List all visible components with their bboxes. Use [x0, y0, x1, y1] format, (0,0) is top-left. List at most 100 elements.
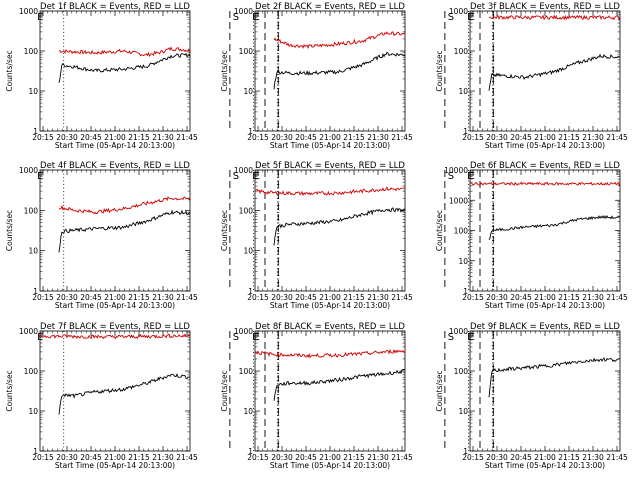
x-tick-label: 21:30: [582, 293, 604, 302]
x-tick-label: 20:15: [462, 293, 484, 302]
y-tick-label: 100: [239, 206, 254, 215]
lld-series-line: [488, 14, 620, 21]
detector-panel-7: Det 7f BLACK = Events, RED = LLD 1 10 100 10…: [5, 322, 279, 470]
event-marker-label: E: [467, 332, 473, 343]
x-tick-label: 21:00: [319, 453, 341, 462]
x-tick-label: 21:15: [128, 453, 150, 462]
axes-frame: [39, 10, 191, 132]
detector-panel-8: Det 8f BLACK = Events, RED = LLD 1 10 100 10…: [220, 322, 494, 470]
y-tick-label: 1: [33, 127, 38, 136]
lld-series-line: [58, 46, 190, 57]
y-tick-label: 1: [248, 447, 253, 456]
y-tick-label: 100: [24, 206, 39, 215]
x-tick-label: 20:30: [486, 133, 508, 142]
event-marker-label: S: [233, 332, 239, 343]
y-tick-label: 1: [463, 287, 468, 296]
event-marker-label: E: [252, 171, 258, 182]
x-tick-label: 21:45: [391, 133, 413, 142]
x-axis-label: Start Time (05-Apr-14 20:13:00): [485, 141, 605, 150]
x-tick-label: 20:15: [32, 453, 54, 462]
detector-panel-9: Det 9f BLACK = Events, RED = LLD 1 10 100 10…: [435, 322, 628, 470]
detector-panel-5: Det 5f BLACK = Events, RED = LLD 1 10 100 10…: [220, 161, 494, 310]
x-tick-label: 20:30: [56, 453, 78, 462]
x-tick-label: 21:30: [582, 133, 604, 142]
x-tick-label: 21:45: [176, 453, 198, 462]
x-tick-label: 21:00: [319, 133, 341, 142]
lld-series-line: [255, 347, 405, 359]
series-layer: [255, 186, 405, 246]
y-axis-label: Counts/sec: [435, 50, 444, 91]
events-series-line: [488, 215, 620, 240]
y-tick-label: 100: [454, 367, 469, 376]
lld-series-line: [255, 186, 405, 197]
x-tick-label: 21:30: [582, 453, 604, 462]
y-axis-label: Counts/sec: [220, 50, 229, 91]
y-tick-label: 10: [458, 257, 468, 266]
events-series-line: [58, 372, 190, 415]
y-tick-label: 1000: [234, 7, 253, 16]
events-series-line: [488, 357, 620, 398]
x-tick-label: 20:45: [80, 453, 102, 462]
x-tick-label: 21:00: [104, 453, 126, 462]
panel-title: Det 2f BLACK = Events, RED = LLD: [255, 2, 405, 12]
detector-panel-2: Det 2f BLACK = Events, RED = LLD 1 10 100 10…: [220, 2, 494, 150]
y-tick-label: 1: [463, 127, 468, 136]
y-tick-label: 1000: [449, 327, 468, 336]
event-marker-label: S: [448, 171, 454, 182]
panel-title: Det 5f BLACK = Events, RED = LLD: [255, 161, 405, 171]
x-axis-label: Start Time (05-Apr-14 20:13:00): [55, 461, 175, 470]
x-tick-label: 21:15: [128, 133, 150, 142]
x-tick-label: 20:30: [271, 293, 293, 302]
x-tick-label: 21:15: [558, 453, 580, 462]
x-axis-label: Start Time (05-Apr-14 20:13:00): [485, 301, 605, 310]
series-layer: [58, 196, 190, 253]
x-tick-label: 20:30: [271, 133, 293, 142]
y-tick-label: 1000: [234, 327, 253, 336]
panel-title: Det 6f BLACK = Events, RED = LLD: [470, 161, 620, 171]
y-axis-label: Counts/sec: [220, 370, 229, 411]
x-tick-label: 21:15: [343, 293, 365, 302]
event-marker-label: E: [37, 12, 43, 23]
x-tick-label: 21:00: [534, 293, 556, 302]
x-tick-label: 20:15: [247, 293, 269, 302]
y-axis-label: Counts/sec: [5, 50, 14, 91]
y-tick-label: 10: [458, 407, 468, 416]
x-tick-label: 20:30: [56, 293, 78, 302]
event-marker-label: E: [37, 332, 43, 343]
x-tick-label: 21:00: [319, 293, 341, 302]
event-marker-label: E: [469, 12, 475, 23]
y-tick-label: 1: [248, 287, 253, 296]
x-tick-label: 20:15: [32, 133, 54, 142]
series-layer: [58, 46, 190, 83]
y-tick-label: 100: [24, 47, 39, 56]
events-series-line: [488, 53, 620, 91]
series-layer: [488, 357, 620, 398]
x-tick-label: 21:30: [367, 293, 389, 302]
y-tick-label: 1: [33, 447, 38, 456]
panel-title: Det 1f BLACK = Events, RED = LLD: [40, 2, 190, 12]
y-tick-label: 10: [243, 247, 253, 256]
events-series-line: [273, 368, 405, 401]
x-tick-label: 21:45: [176, 133, 198, 142]
y-tick-label: 1: [463, 447, 468, 456]
event-marker-label: E: [37, 171, 43, 182]
y-tick-label: 100: [24, 367, 39, 376]
panel-title: Det 7f BLACK = Events, RED = LLD: [40, 322, 190, 332]
x-tick-label: 20:30: [56, 133, 78, 142]
x-tick-label: 20:45: [295, 293, 317, 302]
x-tick-label: 21:30: [152, 133, 174, 142]
event-marker-label: E: [254, 171, 260, 182]
event-marker-label: E: [467, 171, 473, 182]
y-tick-label: 100: [239, 47, 254, 56]
x-tick-label: 20:45: [80, 293, 102, 302]
panel-title: Det 9f BLACK = Events, RED = LLD: [470, 322, 620, 332]
y-axis-label: Counts/sec: [5, 370, 14, 411]
x-tick-label: 21:45: [176, 293, 198, 302]
lld-series-line: [58, 196, 190, 215]
y-axis-label: Counts/sec: [435, 210, 444, 251]
x-tick-label: 20:45: [80, 133, 102, 142]
event-marker-label: E: [252, 332, 258, 343]
event-marker-label: E: [469, 332, 475, 343]
y-tick-label: 1000: [19, 7, 38, 16]
y-tick-label: 10: [28, 247, 38, 256]
